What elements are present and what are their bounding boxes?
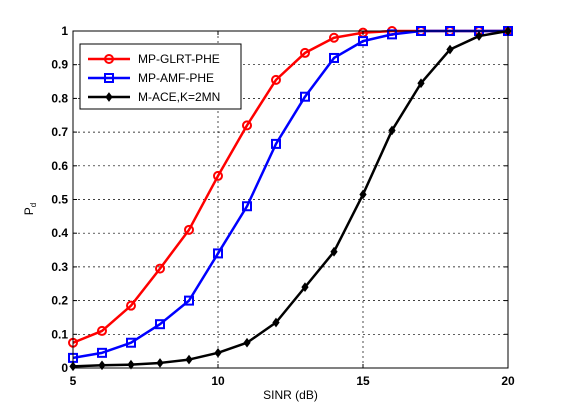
- legend-label: MP-GLRT-PHE: [138, 52, 220, 66]
- data-point: [271, 74, 281, 85]
- y-axis-label: Pd: [22, 203, 38, 215]
- data-point: [213, 248, 223, 259]
- data-point: [98, 360, 106, 371]
- data-point: [184, 224, 194, 235]
- data-point: [242, 201, 252, 212]
- data-point: [417, 78, 425, 89]
- data-point: [272, 317, 280, 328]
- data-point: [330, 246, 338, 257]
- series-line: [72, 29, 509, 368]
- data-point: [155, 319, 165, 330]
- legend-marker: [104, 73, 114, 83]
- data-point: [126, 300, 136, 311]
- axis-ticks: [72, 30, 509, 369]
- y-tick-label: 0.5: [51, 193, 68, 207]
- x-tick-label: 5: [70, 374, 77, 388]
- data-point: [214, 348, 222, 358]
- x-axis-label: SINR (dB): [263, 388, 318, 402]
- x-tick-label: 10: [211, 374, 225, 388]
- data-point: [329, 32, 339, 43]
- data-point: [185, 354, 193, 365]
- data-point: [475, 31, 483, 41]
- y-tick-label: 1: [61, 24, 68, 38]
- x-tick-label: 20: [501, 374, 515, 388]
- y-tick-label: 0.6: [51, 159, 68, 173]
- data-point: [97, 325, 107, 336]
- y-axis-label-main: P: [22, 207, 36, 215]
- data-point: [213, 170, 223, 181]
- y-tick-label: 0.8: [51, 91, 68, 105]
- data-point: [387, 29, 397, 40]
- data-point: [127, 359, 135, 370]
- y-tick-label: 0.3: [51, 260, 68, 274]
- data-point: [301, 282, 309, 292]
- data-point: [97, 347, 107, 358]
- y-axis-label-subscript: d: [29, 203, 38, 207]
- data-point: [243, 337, 251, 348]
- y-tick-label: 0.7: [51, 125, 68, 139]
- data-point: [156, 358, 164, 368]
- x-tick-label: 15: [356, 374, 370, 388]
- x-tick-labels: 5 10 15 20: [70, 374, 515, 388]
- y-tick-label: 0.1: [51, 327, 68, 341]
- data-point: [242, 120, 252, 131]
- y-tick-label: 0.2: [51, 294, 68, 308]
- legend-marker: [104, 54, 114, 64]
- legend-marker: [105, 92, 113, 102]
- series-m-ace-k-2mn: [69, 26, 512, 372]
- legend-label: MP-AMF-PHE: [138, 71, 214, 85]
- y-tick-label: 0.4: [51, 226, 68, 240]
- data-point: [300, 91, 310, 102]
- data-point: [184, 295, 194, 306]
- data-point: [271, 138, 281, 149]
- data-point: [359, 189, 367, 200]
- y-tick-label: 0.9: [51, 58, 68, 72]
- data-point: [358, 36, 368, 47]
- legend: MP-GLRT-PHE MP-AMF-PHE M-ACE,K=2MN: [79, 43, 242, 110]
- data-point: [155, 263, 165, 274]
- y-tick-label: 0: [61, 361, 68, 375]
- data-point: [329, 52, 339, 63]
- data-point: [446, 44, 454, 55]
- legend-label: M-ACE,K=2MN: [138, 90, 220, 104]
- data-point: [126, 337, 136, 348]
- data-point: [300, 47, 310, 58]
- data-point: [388, 125, 396, 136]
- y-tick-labels: 0 0.1 0.2 0.3 0.4 0.5 0.6 0.7 0.8 0.9 1: [51, 24, 68, 375]
